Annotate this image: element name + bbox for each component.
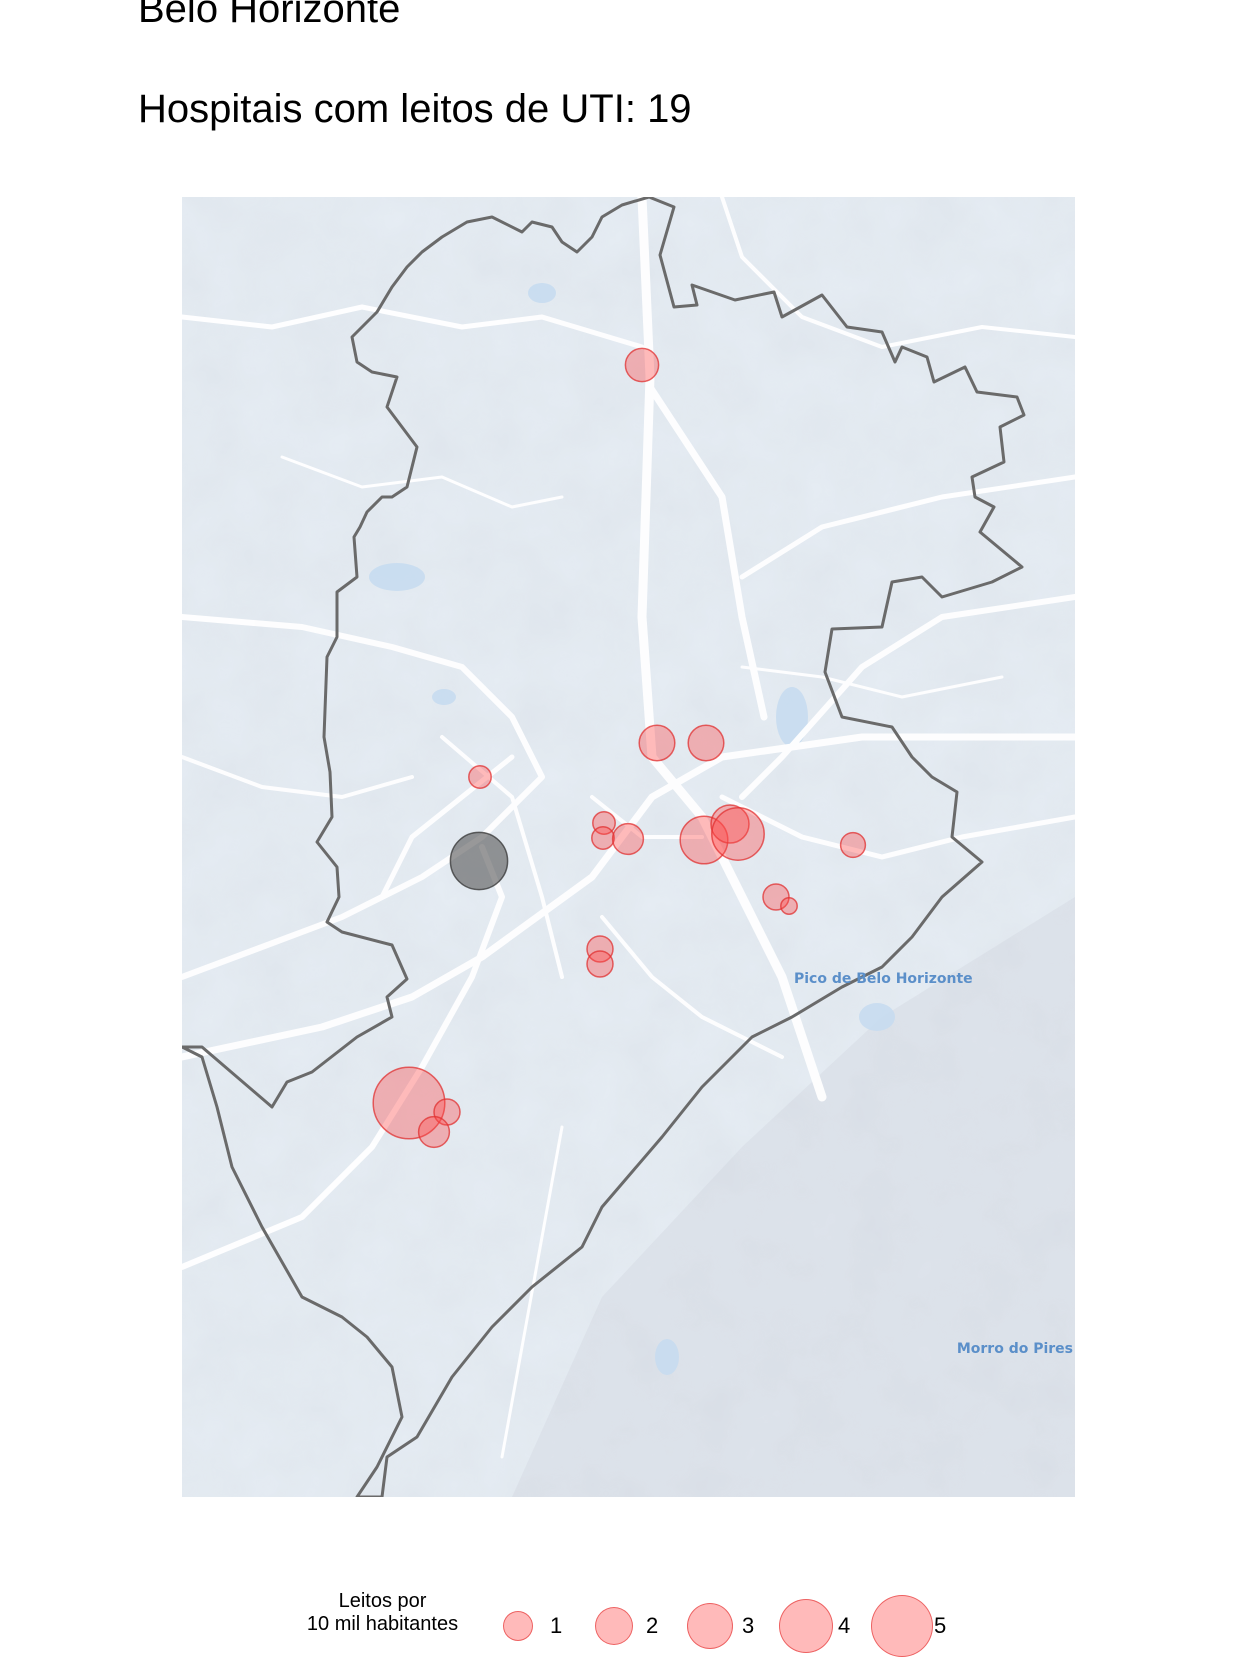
- legend-label: 1: [550, 1613, 563, 1638]
- hospital-marker[interactable]: [611, 822, 645, 856]
- hospital-marker[interactable]: [780, 897, 798, 915]
- hospital-marker[interactable]: [591, 826, 615, 850]
- hospital-marker[interactable]: [762, 883, 790, 911]
- hospital-marker[interactable]: [468, 765, 492, 789]
- legend-title: Leitos por 10 mil habitantes: [290, 1590, 475, 1636]
- city-map[interactable]: Pico de Belo Horizonte Morro do Pires: [182, 197, 1075, 1497]
- hospital-marker[interactable]: [372, 1066, 446, 1140]
- road-network: [182, 197, 1075, 1459]
- city-title: Belo Horizonte: [138, 0, 401, 31]
- legend-circle: [779, 1599, 833, 1653]
- hospital-marker[interactable]: [687, 724, 725, 762]
- legend: Leitos por 10 mil habitantes 1 2 3 4 5: [290, 1590, 990, 1657]
- legend-label: 4: [838, 1613, 851, 1638]
- legend-label: 2: [646, 1613, 659, 1638]
- place-labels: Pico de Belo Horizonte Morro do Pires: [794, 971, 1073, 1357]
- hospital-marker[interactable]: [586, 935, 614, 963]
- hospital-marker[interactable]: [586, 950, 614, 978]
- legend-circle: [503, 1611, 533, 1641]
- hills-east: [512, 897, 1075, 1497]
- hospital-markers: [372, 347, 867, 1149]
- hospital-marker[interactable]: [624, 347, 660, 383]
- hospital-marker[interactable]: [679, 815, 729, 865]
- hospital-marker[interactable]: [638, 724, 676, 762]
- legend-label: 3: [742, 1613, 755, 1638]
- legend-circle: [595, 1607, 633, 1645]
- water-bodies: [369, 283, 895, 1375]
- place-label-pico: Pico de Belo Horizonte: [794, 971, 973, 987]
- municipality-boundary: [182, 197, 1026, 1497]
- place-label-morro: Morro do Pires: [957, 1341, 1073, 1357]
- legend-title-line2: 10 mil habitantes: [306, 1613, 459, 1635]
- hospital-marker-highlight[interactable]: [449, 831, 509, 891]
- hospital-count-subtitle: Hospitais com leitos de UTI: 19: [138, 87, 692, 131]
- legend-circle: [687, 1603, 733, 1649]
- legend-label: 5: [934, 1613, 947, 1638]
- legend-title-line1: Leitos por: [338, 1590, 427, 1612]
- hospital-marker[interactable]: [839, 831, 867, 859]
- legend-circle: [871, 1595, 933, 1657]
- hospital-marker[interactable]: [417, 1115, 451, 1149]
- hospital-marker[interactable]: [711, 807, 765, 861]
